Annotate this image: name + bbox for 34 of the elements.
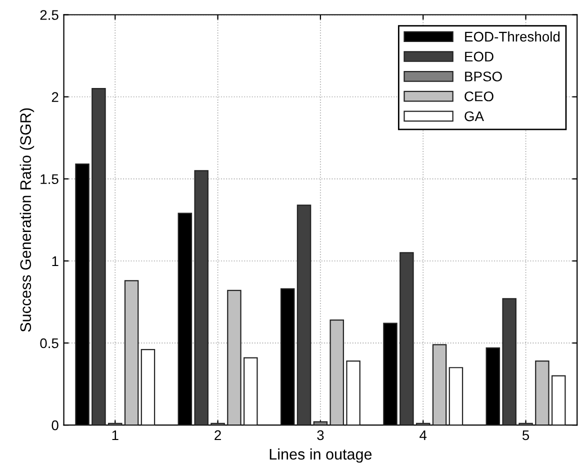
legend-label: EOD-Threshold (465, 31, 560, 42)
x-tick-label: 4 (420, 430, 427, 440)
y-tick-label: 2.5 (40, 10, 58, 20)
legend-label: CEO (464, 91, 494, 102)
bar (244, 357, 258, 426)
bar (330, 319, 344, 426)
x-tick-label: 5 (522, 430, 530, 440)
x-tick-label: 3 (317, 430, 324, 440)
legend-label: GA (464, 111, 484, 122)
x-axis-title: Lines in outage (270, 448, 372, 463)
x-tick-label: 1 (112, 430, 118, 440)
bar (400, 252, 414, 426)
bar (551, 375, 566, 426)
bar (448, 367, 464, 426)
legend-label: EOD (465, 52, 494, 62)
bar (502, 298, 516, 426)
y-tick-label: 1 (52, 256, 58, 266)
bar (346, 360, 360, 426)
bar (296, 204, 312, 426)
bar (140, 349, 156, 426)
legend-label: BPSO (465, 72, 502, 82)
x-tick-label: 2 (214, 430, 221, 440)
y-tick-label: 1.5 (40, 174, 58, 184)
bar (194, 170, 208, 426)
y-tick-label: 0.5 (40, 338, 58, 348)
bar (124, 280, 139, 426)
bar (535, 360, 550, 426)
bar (227, 290, 242, 426)
bar (432, 344, 447, 426)
bar (92, 88, 106, 426)
bar (313, 421, 328, 426)
y-axis-title: Success Generation Ratio (SGR) (20, 108, 34, 332)
y-tick-label: 0 (52, 420, 58, 430)
y-tick-label: 2 (52, 92, 58, 102)
